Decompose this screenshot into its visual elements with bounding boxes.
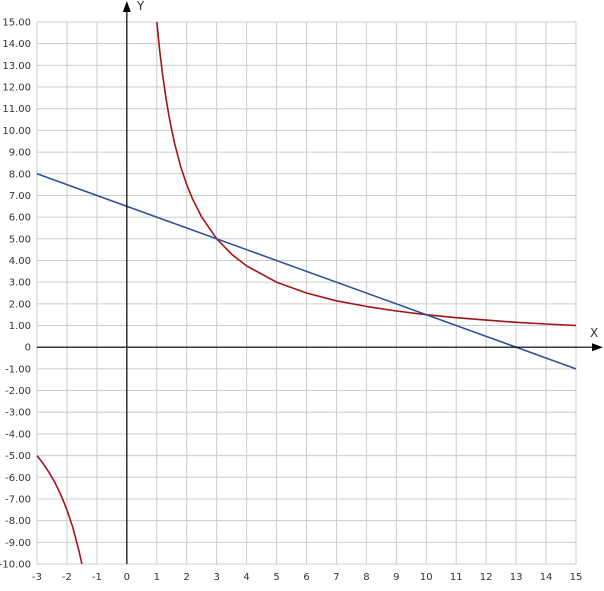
y-tick-label: 10.00 — [2, 126, 31, 137]
x-tick-label: 10 — [420, 572, 433, 583]
x-axis-label: X — [590, 326, 598, 340]
x-tick-label: 2 — [184, 572, 190, 583]
y-tick-label: 9.00 — [9, 148, 31, 159]
y-tick-label: 11.00 — [2, 104, 31, 115]
x-tick-label: -2 — [62, 572, 72, 583]
x-tick-label: 4 — [243, 572, 249, 583]
y-tick-label: 2.00 — [9, 299, 31, 310]
x-tick-label: -3 — [32, 572, 42, 583]
y-tick-label: 12.00 — [2, 83, 31, 94]
y-tick-label: 14.00 — [2, 39, 31, 50]
y-tick-label: -1.00 — [5, 364, 31, 375]
x-tick-label: 15 — [570, 572, 583, 583]
y-tick-label: -10.00 — [0, 560, 31, 571]
x-tick-label: -1 — [92, 572, 102, 583]
x-tick-label: 12 — [480, 572, 493, 583]
x-tick-label: 0 — [124, 572, 130, 583]
x-tick-label: 7 — [333, 572, 339, 583]
x-tick-label: 6 — [303, 572, 309, 583]
y-tick-label: -5.00 — [5, 451, 31, 462]
series-1-line — [36, 455, 83, 565]
y-tick-label: -3.00 — [5, 408, 31, 419]
grid — [36, 21, 577, 565]
x-tick-label: 9 — [393, 572, 399, 583]
x-tick-label: 1 — [154, 572, 160, 583]
y-tick-label: -6.00 — [5, 473, 31, 484]
x-tick-label: 13 — [510, 572, 523, 583]
y-tick-label: -8.00 — [5, 516, 31, 527]
y-tick-label: 4.00 — [9, 256, 31, 267]
tick-labels: -3 -2 -1 0 1 2 3 4 5 6 7 8 9 10 11 12 13 14 1515.0014.0013… — [0, 18, 582, 584]
y-tick-label: 5.00 — [9, 234, 31, 245]
x-tick-label: 5 — [273, 572, 279, 583]
y-tick-label: 1.00 — [9, 321, 31, 332]
x-tick-label: 14 — [540, 572, 553, 583]
x-tick-label: 3 — [213, 572, 219, 583]
y-tick-label: -2.00 — [5, 386, 31, 397]
y-tick-label: -9.00 — [5, 538, 31, 549]
series-1-line — [156, 21, 577, 327]
y-tick-label: -7.00 — [5, 494, 31, 505]
y-axis-label: Y — [136, 0, 145, 13]
y-tick-label: 3.00 — [9, 278, 31, 289]
y-tick-label: 15.00 — [2, 18, 31, 29]
x-tick-label: 11 — [450, 572, 463, 583]
y-tick-label: 7.00 — [9, 191, 31, 202]
y-tick-label: 8.00 — [9, 169, 31, 180]
y-axis-arrow-icon — [122, 1, 131, 12]
x-axis-arrow-icon — [592, 343, 603, 352]
axes — [37, 1, 603, 564]
x-tick-label: 8 — [363, 572, 369, 583]
y-tick-label: -4.00 — [5, 429, 31, 440]
y-tick-label: 13.00 — [2, 61, 31, 72]
y-tick-label: 6.00 — [9, 213, 31, 224]
y-tick-label: 0 — [25, 343, 31, 354]
